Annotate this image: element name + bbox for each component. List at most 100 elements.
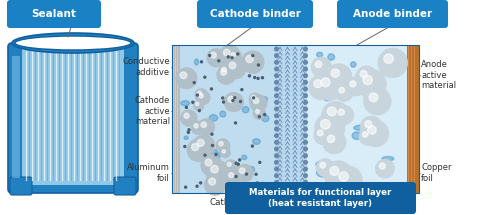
Circle shape	[274, 121, 278, 124]
Circle shape	[212, 144, 214, 146]
Circle shape	[211, 133, 213, 135]
Ellipse shape	[262, 115, 269, 122]
Circle shape	[215, 154, 217, 156]
Circle shape	[304, 181, 308, 184]
Circle shape	[234, 97, 235, 99]
Circle shape	[274, 67, 278, 71]
Circle shape	[316, 159, 334, 177]
Circle shape	[314, 113, 344, 144]
Circle shape	[274, 147, 278, 151]
Circle shape	[304, 147, 308, 151]
Circle shape	[180, 72, 187, 79]
Ellipse shape	[352, 132, 362, 140]
Circle shape	[334, 105, 353, 124]
Circle shape	[274, 161, 278, 164]
Circle shape	[304, 81, 308, 84]
Ellipse shape	[242, 155, 247, 160]
Circle shape	[384, 54, 394, 63]
Circle shape	[255, 173, 257, 175]
Circle shape	[176, 68, 197, 89]
Circle shape	[219, 141, 223, 146]
Ellipse shape	[316, 168, 330, 177]
Ellipse shape	[316, 161, 328, 167]
Circle shape	[196, 102, 199, 106]
Text: Cathode
active
material: Cathode active material	[134, 96, 170, 126]
Circle shape	[257, 77, 259, 79]
Circle shape	[304, 61, 308, 64]
Circle shape	[363, 75, 372, 85]
Circle shape	[304, 127, 308, 131]
Circle shape	[246, 55, 253, 63]
Ellipse shape	[248, 166, 254, 173]
Circle shape	[322, 101, 350, 129]
Circle shape	[311, 57, 332, 77]
Text: Materials for functional layer
(heat resistant layer): Materials for functional layer (heat res…	[250, 188, 392, 208]
Circle shape	[220, 148, 230, 158]
Circle shape	[248, 75, 250, 77]
Circle shape	[274, 61, 278, 64]
FancyBboxPatch shape	[337, 0, 448, 28]
Circle shape	[204, 154, 206, 156]
Circle shape	[194, 124, 198, 128]
Text: Anode: Anode	[343, 198, 371, 207]
Ellipse shape	[382, 157, 394, 161]
Circle shape	[219, 45, 240, 66]
Circle shape	[364, 88, 391, 115]
Circle shape	[274, 174, 278, 177]
Circle shape	[229, 62, 236, 69]
Circle shape	[324, 161, 352, 189]
Circle shape	[252, 95, 256, 99]
Circle shape	[192, 144, 198, 151]
Ellipse shape	[316, 52, 322, 57]
Circle shape	[192, 135, 215, 157]
Circle shape	[232, 183, 234, 186]
Text: Cathode binder: Cathode binder	[210, 9, 300, 19]
Circle shape	[314, 126, 332, 145]
Ellipse shape	[242, 106, 249, 113]
Circle shape	[227, 56, 229, 58]
Ellipse shape	[12, 33, 134, 53]
FancyBboxPatch shape	[12, 56, 20, 178]
Text: Cathode: Cathode	[209, 198, 246, 207]
Circle shape	[328, 135, 335, 143]
Ellipse shape	[181, 101, 190, 106]
Circle shape	[204, 174, 226, 195]
Circle shape	[197, 139, 204, 146]
Circle shape	[339, 172, 348, 181]
Circle shape	[376, 159, 394, 178]
Circle shape	[235, 175, 237, 178]
Circle shape	[224, 49, 230, 56]
Circle shape	[191, 121, 204, 134]
Circle shape	[304, 167, 308, 171]
Circle shape	[228, 96, 234, 103]
Circle shape	[234, 122, 236, 124]
Circle shape	[208, 178, 216, 185]
Circle shape	[304, 94, 308, 97]
Circle shape	[250, 95, 267, 112]
Circle shape	[262, 77, 264, 79]
FancyBboxPatch shape	[10, 177, 32, 195]
Ellipse shape	[194, 139, 203, 144]
Bar	[275, 45, 307, 193]
Circle shape	[304, 161, 308, 164]
Ellipse shape	[184, 136, 188, 140]
Ellipse shape	[328, 54, 334, 60]
Circle shape	[200, 182, 202, 184]
Circle shape	[304, 174, 308, 177]
Circle shape	[225, 58, 246, 79]
Ellipse shape	[209, 115, 218, 121]
Circle shape	[226, 170, 241, 185]
Circle shape	[274, 114, 278, 117]
Circle shape	[304, 54, 308, 57]
Circle shape	[304, 114, 308, 117]
Circle shape	[198, 91, 202, 95]
Circle shape	[304, 101, 308, 104]
Circle shape	[238, 163, 240, 165]
Circle shape	[379, 163, 386, 169]
Ellipse shape	[216, 152, 220, 159]
Ellipse shape	[354, 125, 366, 130]
Circle shape	[180, 110, 197, 126]
Circle shape	[222, 150, 226, 153]
Circle shape	[333, 166, 362, 195]
Circle shape	[314, 80, 322, 88]
